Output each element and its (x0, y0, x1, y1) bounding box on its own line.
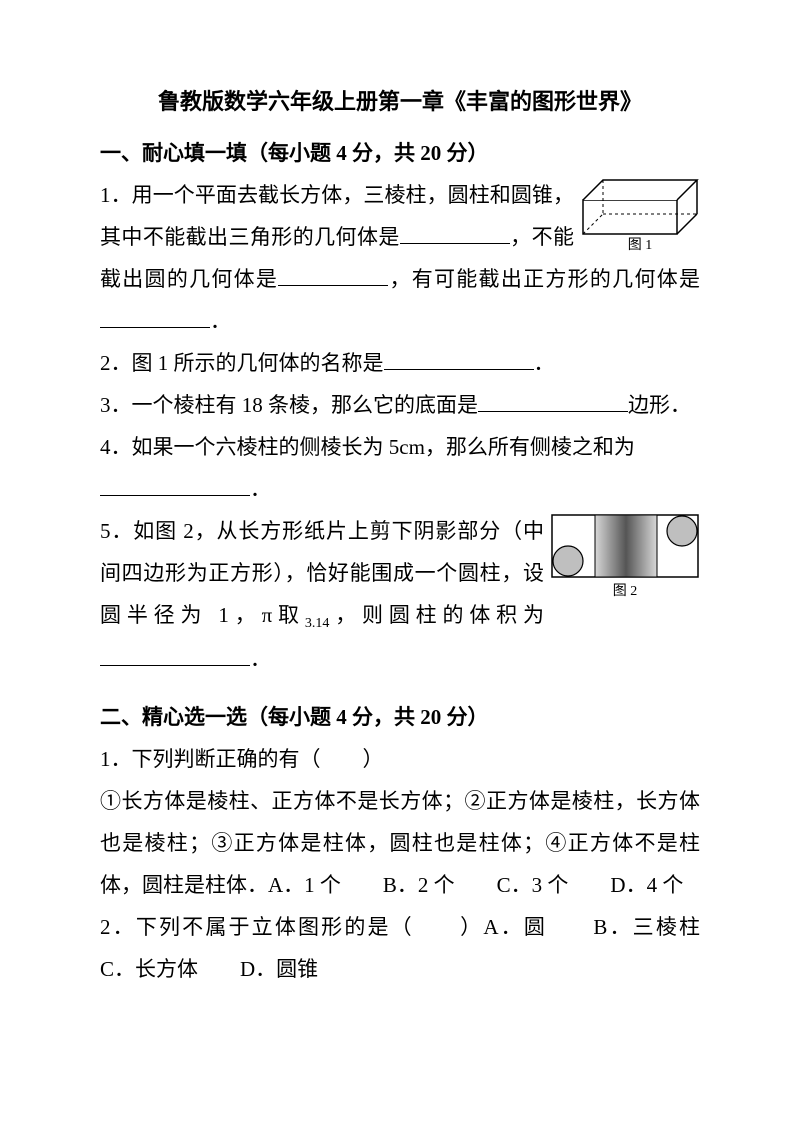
q1-5-pi: π取 (262, 603, 305, 627)
q1-4-text-b: ． (250, 477, 271, 501)
cylinder-net-icon (551, 514, 699, 582)
blank (384, 349, 534, 370)
figure-2-caption: 图 2 (550, 584, 700, 601)
blank (478, 391, 628, 412)
figure-2: 图 2 (550, 514, 700, 601)
question-2-2: 2．下列不属于立体图形的是（ ）A．圆 B．三棱柱 C．长方体 D．圆锥 (100, 906, 700, 990)
q2-1-body: ①长方体是棱柱、正方体不是长方体；②正方体是棱柱，长方体也是棱柱；③正方体是柱体… (100, 789, 700, 897)
question-1-4: 4．如果一个六棱柱的侧棱长为 5cm，那么所有侧棱之和为 ． (100, 426, 700, 510)
q1-5-pival: 3.14 (305, 616, 330, 631)
section-1-label: 一、耐心填一填 (100, 141, 247, 165)
q1-4-text-a: 4．如果一个六棱柱的侧棱长为 5cm，那么所有侧棱之和为 (100, 435, 635, 459)
question-1-3: 3．一个棱柱有 18 条棱，那么它的底面是 边形． (100, 384, 700, 426)
q1-1-text-c: ，有可能截出正方形的几何体是 (388, 267, 700, 291)
q1-1-text-d: ． (210, 309, 231, 333)
q1-5-text-c: ． (250, 647, 271, 671)
blank (100, 475, 250, 496)
blank (278, 265, 388, 286)
section-2-paren: （每小题 4 分，共 20 分） (247, 705, 489, 729)
q1-2-text-a: 2．图 1 所示的几何体的名称是 (100, 351, 384, 375)
question-1-2: 2．图 1 所示的几何体的名称是 ． (100, 342, 700, 384)
figure-1: 图 1 (580, 178, 700, 255)
section-1-heading: 一、耐心填一填（每小题 4 分，共 20 分） (100, 132, 700, 174)
blank (400, 223, 510, 244)
blank (100, 645, 250, 666)
doc-title: 鲁教版数学六年级上册第一章《丰富的图形世界》 (100, 80, 700, 124)
prism-icon (581, 178, 699, 236)
q2-2-text: 2．下列不属于立体图形的是（ ）A．圆 B．三棱柱 C．长方体 D．圆锥 (100, 915, 742, 981)
figure-1-caption: 图 1 (580, 238, 700, 255)
q1-5-text-b: ，则圆柱的体积为 (329, 603, 544, 627)
q2-1-stem: 1．下列判断正确的有（ ） (100, 747, 384, 771)
section-2-heading: 二、精心选一选（每小题 4 分，共 20 分） (100, 696, 700, 738)
q1-3-text-a: 3．一个棱柱有 18 条棱，那么它的底面是 (100, 393, 478, 417)
q1-3-text-b: 边形． (628, 393, 691, 417)
q1-2-text-b: ． (534, 351, 555, 375)
section-1-paren: （每小题 4 分，共 20 分） (247, 141, 489, 165)
section-2-label: 二、精心选一选 (100, 705, 247, 729)
question-2-1: 1．下列判断正确的有（ ） ①长方体是棱柱、正方体不是长方体；②正方体是棱柱，长… (100, 738, 700, 906)
blank (100, 307, 210, 328)
